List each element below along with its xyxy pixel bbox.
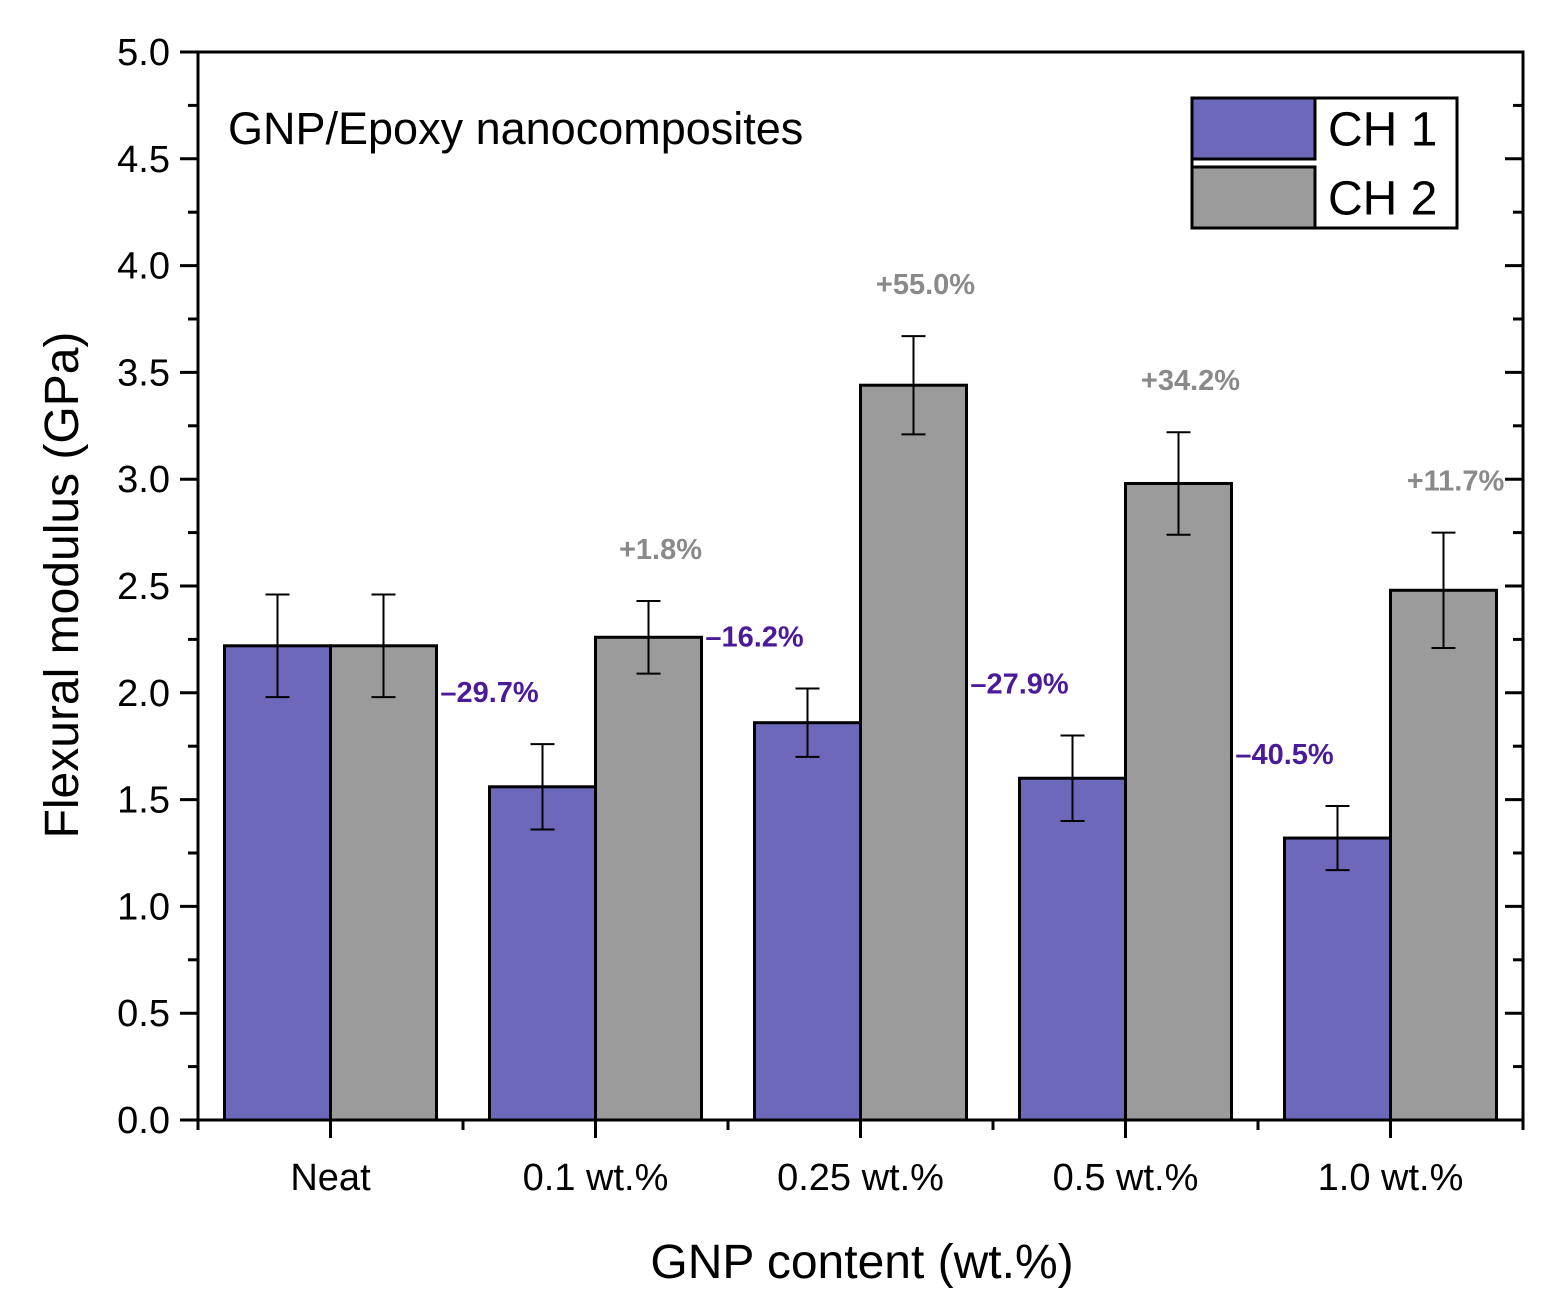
bar-annotation: +55.0% (876, 269, 975, 301)
x-tick-label: 0.5 wt.% (1053, 1157, 1199, 1199)
bar (859, 383, 968, 1122)
y-tick-label: 1.0 (117, 886, 170, 928)
bar-annotation: +1.8% (619, 534, 702, 566)
legend-swatch (1190, 165, 1317, 230)
y-tick-label: 0.0 (117, 1100, 170, 1142)
y-tick-label: 2.0 (117, 673, 170, 715)
bar (753, 721, 862, 1122)
y-tick-label: 2.5 (117, 566, 170, 608)
bar (1018, 776, 1127, 1122)
bars-layer (223, 383, 1498, 1122)
legend-label: CH 1 (1328, 104, 1437, 157)
bar-annotation: +11.7% (1407, 466, 1505, 498)
y-tick-label: 3.0 (117, 459, 170, 501)
y-tick-label: 5.0 (117, 32, 170, 74)
x-tick-label: 1.0 wt.% (1318, 1157, 1464, 1199)
y-tick-label: 4.5 (117, 139, 170, 181)
bar (1124, 481, 1233, 1122)
legend: CH 1 CH 2 (1190, 96, 1459, 230)
error-bars-layer (265, 335, 1456, 872)
bar (594, 635, 703, 1122)
x-axis-title: GNP content (wt.%) (650, 1236, 1073, 1289)
bar-annotations-layer: –29.7% +1.8% –16.2% +55.0% –27.9% +34.2% –40.5… (440, 269, 1504, 771)
y-axis-title: Flexural modulus (GPa) (36, 332, 89, 839)
bar-annotation: +34.2% (1141, 365, 1240, 397)
bar-annotation: –29.7% (440, 677, 539, 709)
legend-swatch (1190, 96, 1317, 161)
bar (329, 644, 438, 1122)
bar (488, 785, 597, 1122)
legend-frame (1190, 96, 1459, 230)
bar-annotation: –16.2% (705, 622, 804, 654)
bar (1389, 588, 1498, 1122)
y-tick-label: 0.5 (117, 993, 170, 1035)
bar (223, 644, 332, 1122)
y-tick-label: 1.5 (117, 780, 170, 822)
y-tick-label: 4.0 (117, 246, 170, 288)
y-tick-label: 3.5 (117, 352, 170, 394)
axis-ticks-layer: 0.0 0.5 1.0 1.5 2.0 2.5 3.0 3.5 4.0 4.5 5.0 Neat 0.1… (117, 32, 1525, 1199)
x-tick-label: 0.1 wt.% (523, 1157, 669, 1199)
x-tick-label: 0.25 wt.% (777, 1157, 944, 1199)
bar (1283, 836, 1392, 1122)
x-tick-label: Neat (290, 1157, 371, 1199)
bar-annotation: –27.9% (970, 669, 1069, 701)
legend-label: CH 2 (1328, 173, 1437, 226)
chart-title: GNP/Epoxy nanocomposites (228, 103, 803, 154)
bar-annotation: –40.5% (1235, 739, 1334, 771)
